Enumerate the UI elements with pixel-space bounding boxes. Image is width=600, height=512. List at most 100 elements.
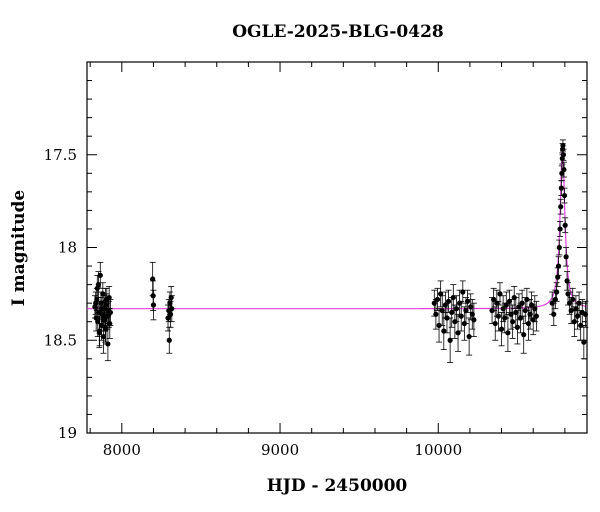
- plot-frame: [86, 61, 588, 434]
- data-point: [529, 302, 535, 308]
- data-point: [107, 320, 113, 327]
- data-point: [492, 320, 498, 327]
- data-point: [510, 319, 516, 325]
- data-point: [457, 300, 463, 306]
- data-point: [527, 311, 533, 317]
- data-point: [532, 306, 538, 312]
- data-point: [565, 291, 571, 297]
- data-point: [447, 337, 453, 343]
- data-point: [554, 289, 560, 295]
- data-point: [549, 300, 555, 306]
- data-point: [431, 300, 437, 306]
- data-point: [442, 302, 448, 308]
- data-point: [452, 319, 458, 325]
- data-point: [555, 263, 562, 269]
- data-point: [98, 306, 104, 312]
- data-point: [150, 302, 157, 308]
- data-point: [560, 142, 566, 149]
- data-point: [150, 276, 156, 282]
- data-point: [551, 311, 557, 317]
- y-tick-label: 17.5: [44, 146, 77, 164]
- data-point: [513, 309, 519, 316]
- data-point: [100, 333, 107, 340]
- data-point: [495, 313, 501, 319]
- data-point: [561, 166, 567, 173]
- data-point: [491, 296, 497, 303]
- x-tick-label: 8000: [103, 441, 141, 459]
- data-point: [166, 337, 172, 343]
- data-point: [449, 309, 455, 316]
- data-point: [466, 333, 472, 340]
- data-point: [516, 304, 522, 310]
- data-point: [453, 306, 460, 312]
- data-point: [570, 296, 576, 303]
- data-point: [555, 274, 561, 280]
- data-point: [458, 313, 464, 319]
- data-point: [469, 311, 475, 317]
- data-point: [511, 294, 517, 301]
- data-point: [96, 330, 102, 336]
- data-point: [167, 311, 174, 317]
- data-point: [533, 313, 539, 319]
- data-point: [517, 315, 524, 321]
- data-point: [434, 296, 441, 303]
- data-point: [568, 307, 574, 314]
- data-point: [500, 306, 506, 312]
- data-point: [582, 311, 589, 317]
- data-point: [167, 300, 173, 306]
- data-point: [100, 315, 106, 321]
- data-point: [557, 226, 563, 232]
- data-point: [463, 307, 469, 314]
- data-point: [578, 322, 584, 329]
- data-point: [460, 289, 466, 295]
- data-point: [105, 341, 111, 347]
- data-point: [558, 185, 564, 191]
- data-point: [571, 319, 577, 325]
- axis-tick-labels: 8000 9000 10000 17.5 18 18.5 19: [44, 146, 463, 459]
- microlensing-model-curve: [87, 149, 588, 310]
- data-point: [98, 300, 104, 306]
- data-point: [576, 300, 582, 306]
- data-point: [468, 304, 474, 310]
- data-point: [525, 320, 532, 327]
- data-point: [95, 319, 101, 325]
- data-point: [556, 244, 562, 251]
- x-axis-label: HJD - 2450000: [266, 476, 408, 496]
- data-point: [560, 146, 566, 152]
- data-point: [436, 322, 442, 329]
- data-point: [502, 315, 508, 321]
- data-point: [441, 328, 447, 334]
- data-point: [573, 306, 579, 312]
- y-tick-label: 18.5: [44, 331, 77, 349]
- data-point: [524, 296, 530, 303]
- axis-ticks: [87, 61, 587, 434]
- y-tick-label: 19: [58, 424, 77, 442]
- data-point: [169, 306, 175, 312]
- data-point: [514, 324, 520, 330]
- data-point: [503, 302, 509, 308]
- error-bars: [91, 139, 589, 363]
- x-tick-label: 9000: [261, 441, 299, 459]
- data-point: [444, 315, 450, 321]
- data-point: [168, 294, 174, 301]
- data-point: [519, 300, 525, 306]
- data-point: [461, 320, 467, 327]
- data-point: [581, 339, 587, 345]
- data-point: [100, 291, 106, 297]
- data-point: [104, 296, 110, 303]
- data-point: [450, 294, 456, 301]
- data-point: [97, 272, 103, 278]
- data-point: [94, 285, 100, 291]
- data-point: [521, 332, 527, 338]
- data-point: [506, 298, 513, 304]
- data-point: [445, 298, 452, 304]
- data-point: [564, 278, 570, 284]
- data-point: [455, 330, 461, 336]
- data-point: [464, 298, 471, 304]
- data-point: [561, 192, 568, 199]
- data-point: [104, 302, 110, 308]
- data-point: [433, 311, 439, 317]
- data-point: [494, 300, 500, 306]
- data-point: [471, 317, 477, 323]
